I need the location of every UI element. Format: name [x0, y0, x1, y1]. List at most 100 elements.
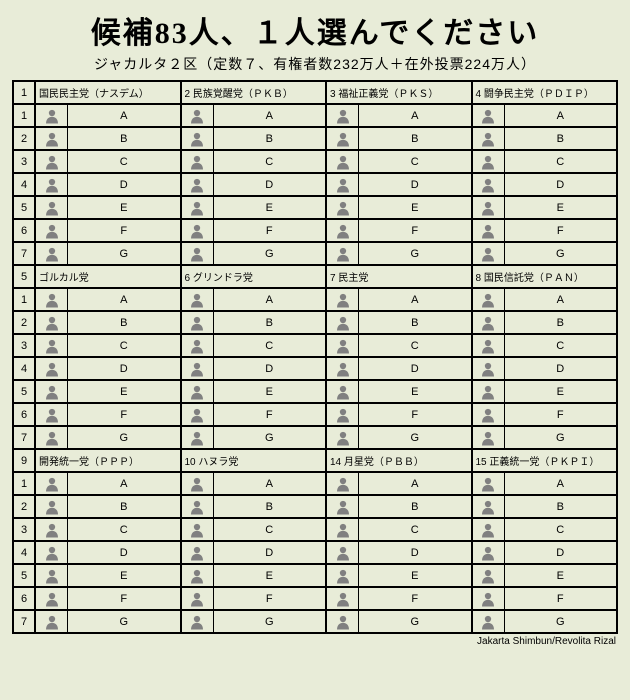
candidate-label: D — [214, 363, 326, 375]
person-icon — [327, 565, 359, 586]
candidate-label: C — [359, 156, 471, 168]
candidate-cell: F — [326, 219, 472, 242]
person-icon — [36, 358, 68, 379]
candidate-label: C — [68, 524, 180, 536]
candidate-cell: C — [326, 334, 472, 357]
candidate-cell: E — [181, 196, 327, 219]
party-header: 3 福祉正義党（ＰＫＳ） — [326, 81, 472, 104]
ballot-grid: 1国民民主党（ナスデム）2 民族覚醒党（ＰＫＢ）3 福祉正義党（ＰＫＳ）4 闘争… — [12, 80, 618, 634]
person-icon — [473, 243, 505, 264]
candidate-label: B — [505, 501, 617, 513]
candidate-label: G — [359, 248, 471, 260]
candidate-label: E — [214, 570, 326, 582]
candidate-cell: B — [472, 311, 618, 334]
person-icon — [327, 427, 359, 448]
candidate-label: A — [359, 110, 471, 122]
candidate-label: E — [68, 386, 180, 398]
row-number: 5 — [13, 196, 35, 219]
candidate-cell: E — [326, 196, 472, 219]
person-icon — [473, 105, 505, 126]
person-icon — [473, 519, 505, 540]
person-icon — [327, 174, 359, 195]
candidate-cell: C — [181, 334, 327, 357]
row-number: 3 — [13, 334, 35, 357]
candidate-label: G — [214, 248, 326, 260]
party-header: 14 月星党（ＰＢＢ） — [326, 449, 472, 472]
person-icon — [327, 588, 359, 609]
candidate-cell: G — [326, 242, 472, 265]
candidate-cell: E — [181, 380, 327, 403]
person-icon — [182, 565, 214, 586]
person-icon — [182, 381, 214, 402]
person-icon — [36, 128, 68, 149]
candidate-cell: C — [472, 150, 618, 173]
person-icon — [182, 427, 214, 448]
candidate-cell: G — [472, 242, 618, 265]
candidate-cell: E — [472, 380, 618, 403]
candidate-label: E — [505, 386, 617, 398]
candidate-cell: B — [181, 127, 327, 150]
candidate-label: A — [68, 294, 180, 306]
candidate-label: D — [68, 547, 180, 559]
candidate-cell: G — [326, 426, 472, 449]
candidate-label: D — [359, 547, 471, 559]
candidate-label: D — [214, 547, 326, 559]
person-icon — [36, 105, 68, 126]
candidate-label: F — [359, 593, 471, 605]
candidate-cell: A — [472, 104, 618, 127]
person-icon — [327, 220, 359, 241]
person-icon — [473, 197, 505, 218]
person-icon — [36, 611, 68, 632]
row-number: 7 — [13, 242, 35, 265]
row-number: 7 — [13, 426, 35, 449]
candidate-label: G — [214, 432, 326, 444]
candidate-label: C — [505, 524, 617, 536]
candidate-cell: F — [181, 403, 327, 426]
candidate-label: B — [68, 501, 180, 513]
candidate-cell: B — [326, 311, 472, 334]
person-icon — [182, 519, 214, 540]
candidate-cell: C — [326, 150, 472, 173]
candidate-cell: F — [35, 403, 181, 426]
party-header: ゴルカル党 — [35, 265, 181, 288]
party-header: 6 グリンドラ党 — [181, 265, 327, 288]
person-icon — [473, 289, 505, 310]
candidate-cell: F — [472, 403, 618, 426]
candidate-cell: D — [181, 173, 327, 196]
person-icon — [36, 151, 68, 172]
person-icon — [182, 588, 214, 609]
candidate-cell: D — [472, 357, 618, 380]
party-header: 7 民主党 — [326, 265, 472, 288]
candidate-label: F — [68, 593, 180, 605]
candidate-cell: A — [35, 288, 181, 311]
candidate-label: C — [359, 340, 471, 352]
candidate-label: G — [68, 248, 180, 260]
candidate-label: F — [505, 225, 617, 237]
candidate-label: E — [359, 386, 471, 398]
row-number: 2 — [13, 495, 35, 518]
row-number: 5 — [13, 564, 35, 587]
person-icon — [36, 473, 68, 494]
candidate-cell: B — [35, 127, 181, 150]
candidate-cell: G — [472, 610, 618, 633]
candidate-label: A — [214, 478, 326, 490]
candidate-label: D — [505, 547, 617, 559]
credit-line: Jakarta Shimbun/Revolita Rizal — [12, 636, 618, 647]
candidate-cell: F — [35, 587, 181, 610]
person-icon — [327, 404, 359, 425]
person-icon — [473, 404, 505, 425]
candidate-cell: A — [326, 472, 472, 495]
candidate-cell: D — [326, 173, 472, 196]
person-icon — [473, 358, 505, 379]
person-icon — [36, 588, 68, 609]
candidate-label: F — [214, 593, 326, 605]
person-icon — [327, 611, 359, 632]
candidate-cell: D — [472, 173, 618, 196]
block-number: 1 — [13, 81, 35, 104]
candidate-label: A — [68, 110, 180, 122]
candidate-label: B — [359, 317, 471, 329]
candidate-cell: G — [181, 610, 327, 633]
candidate-label: B — [214, 317, 326, 329]
candidate-cell: C — [35, 150, 181, 173]
person-icon — [36, 519, 68, 540]
